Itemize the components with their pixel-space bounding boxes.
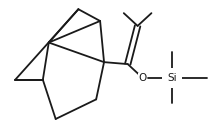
Text: O: O — [138, 73, 147, 83]
Text: Si: Si — [167, 73, 177, 83]
